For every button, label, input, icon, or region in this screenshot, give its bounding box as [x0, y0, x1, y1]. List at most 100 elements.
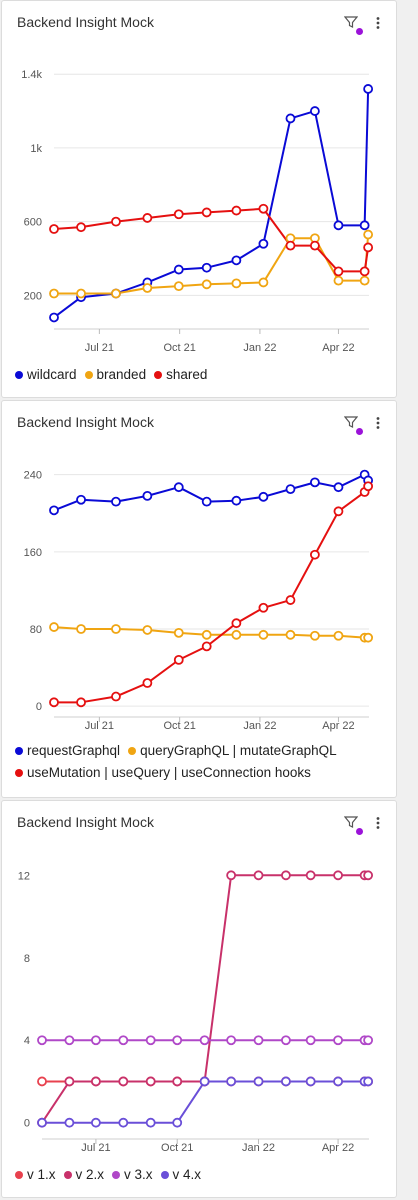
data-point[interactable] [111, 288, 121, 299]
data-point[interactable] [49, 505, 59, 516]
data-point[interactable] [281, 1035, 291, 1046]
data-point[interactable] [76, 624, 86, 634]
data-point[interactable] [49, 622, 59, 632]
data-point[interactable] [333, 266, 344, 277]
data-point[interactable] [363, 229, 374, 240]
legend-item[interactable]: requestGraphql [15, 740, 120, 762]
data-point[interactable] [285, 484, 296, 495]
data-point[interactable] [37, 1117, 47, 1128]
data-point[interactable] [142, 213, 153, 223]
data-point[interactable] [258, 238, 269, 249]
data-point[interactable] [172, 1117, 183, 1128]
data-point[interactable] [310, 549, 320, 560]
data-point[interactable] [333, 630, 344, 641]
data-point[interactable] [172, 1035, 183, 1046]
data-point[interactable] [359, 220, 370, 231]
data-point[interactable] [64, 1035, 75, 1046]
legend-item[interactable]: shared [154, 364, 207, 386]
data-point[interactable] [199, 1035, 210, 1046]
data-point[interactable] [333, 870, 343, 881]
data-point[interactable] [258, 491, 269, 502]
data-point[interactable] [118, 1117, 129, 1128]
filter-icon[interactable] [344, 815, 363, 835]
legend-item[interactable]: v 2.x [63, 1164, 104, 1186]
data-point[interactable] [258, 203, 269, 214]
data-point[interactable] [231, 629, 242, 640]
data-point[interactable] [231, 278, 242, 289]
data-point[interactable] [258, 277, 269, 288]
data-point[interactable] [173, 654, 184, 665]
data-point[interactable] [142, 678, 153, 688]
data-point[interactable] [111, 691, 121, 702]
data-point[interactable] [305, 1076, 316, 1087]
data-point[interactable] [199, 1076, 210, 1087]
data-point[interactable] [37, 1035, 47, 1046]
data-point[interactable] [310, 477, 320, 488]
data-point[interactable] [64, 1117, 75, 1128]
data-point[interactable] [226, 1076, 237, 1087]
data-point[interactable] [76, 222, 86, 233]
data-point[interactable] [201, 496, 212, 507]
data-point[interactable] [201, 629, 212, 640]
data-point[interactable] [333, 1076, 343, 1087]
data-point[interactable] [253, 1076, 264, 1087]
legend-item[interactable]: queryGraphQL | mutateGraphQL [128, 740, 337, 762]
data-point[interactable] [231, 495, 242, 506]
data-point[interactable] [226, 1035, 237, 1046]
data-point[interactable] [49, 312, 59, 323]
data-point[interactable] [76, 697, 86, 708]
data-point[interactable] [91, 1117, 101, 1128]
data-point[interactable] [363, 632, 374, 643]
data-point[interactable] [310, 106, 320, 116]
data-point[interactable] [172, 1076, 183, 1087]
data-point[interactable] [111, 496, 121, 507]
data-point[interactable] [333, 275, 344, 286]
data-point[interactable] [142, 625, 153, 635]
data-point[interactable] [258, 629, 269, 640]
data-point[interactable] [118, 1076, 129, 1087]
legend-item[interactable]: branded [84, 364, 146, 386]
data-point[interactable] [281, 1076, 291, 1087]
data-point[interactable] [359, 266, 370, 277]
legend-item[interactable]: v 4.x [160, 1164, 201, 1186]
data-point[interactable] [285, 240, 296, 251]
data-point[interactable] [333, 220, 344, 231]
data-point[interactable] [201, 207, 212, 218]
legend-item[interactable]: v 1.x [15, 1164, 56, 1186]
data-point[interactable] [281, 870, 291, 881]
data-point[interactable] [305, 870, 316, 881]
data-point[interactable] [363, 84, 374, 94]
data-point[interactable] [111, 216, 121, 227]
legend-item[interactable]: v 3.x [112, 1164, 153, 1186]
data-point[interactable] [118, 1035, 129, 1046]
data-point[interactable] [173, 482, 184, 493]
data-point[interactable] [363, 1076, 374, 1087]
vertical-dots-icon[interactable] [370, 15, 386, 31]
data-point[interactable] [258, 602, 269, 613]
data-point[interactable] [201, 262, 212, 273]
data-point[interactable] [49, 288, 59, 299]
data-point[interactable] [111, 624, 121, 634]
data-point[interactable] [64, 1076, 75, 1087]
data-point[interactable] [91, 1035, 101, 1046]
data-point[interactable] [91, 1076, 101, 1087]
filter-icon[interactable] [344, 415, 363, 435]
data-point[interactable] [142, 283, 153, 293]
data-point[interactable] [231, 618, 242, 629]
data-point[interactable] [76, 288, 86, 299]
data-point[interactable] [333, 506, 344, 517]
legend-item[interactable]: wildcard [15, 364, 77, 386]
data-point[interactable] [285, 629, 296, 640]
data-point[interactable] [173, 627, 184, 638]
data-point[interactable] [201, 641, 212, 652]
legend-item[interactable]: useMutation | useQuery | useConnection h… [15, 762, 311, 784]
data-point[interactable] [173, 264, 184, 275]
data-point[interactable] [145, 1035, 156, 1046]
data-point[interactable] [363, 870, 374, 881]
data-point[interactable] [173, 281, 184, 292]
filter-icon[interactable] [344, 15, 363, 35]
data-point[interactable] [49, 224, 59, 234]
data-point[interactable] [173, 209, 184, 220]
data-point[interactable] [363, 1035, 374, 1046]
data-point[interactable] [231, 205, 242, 216]
